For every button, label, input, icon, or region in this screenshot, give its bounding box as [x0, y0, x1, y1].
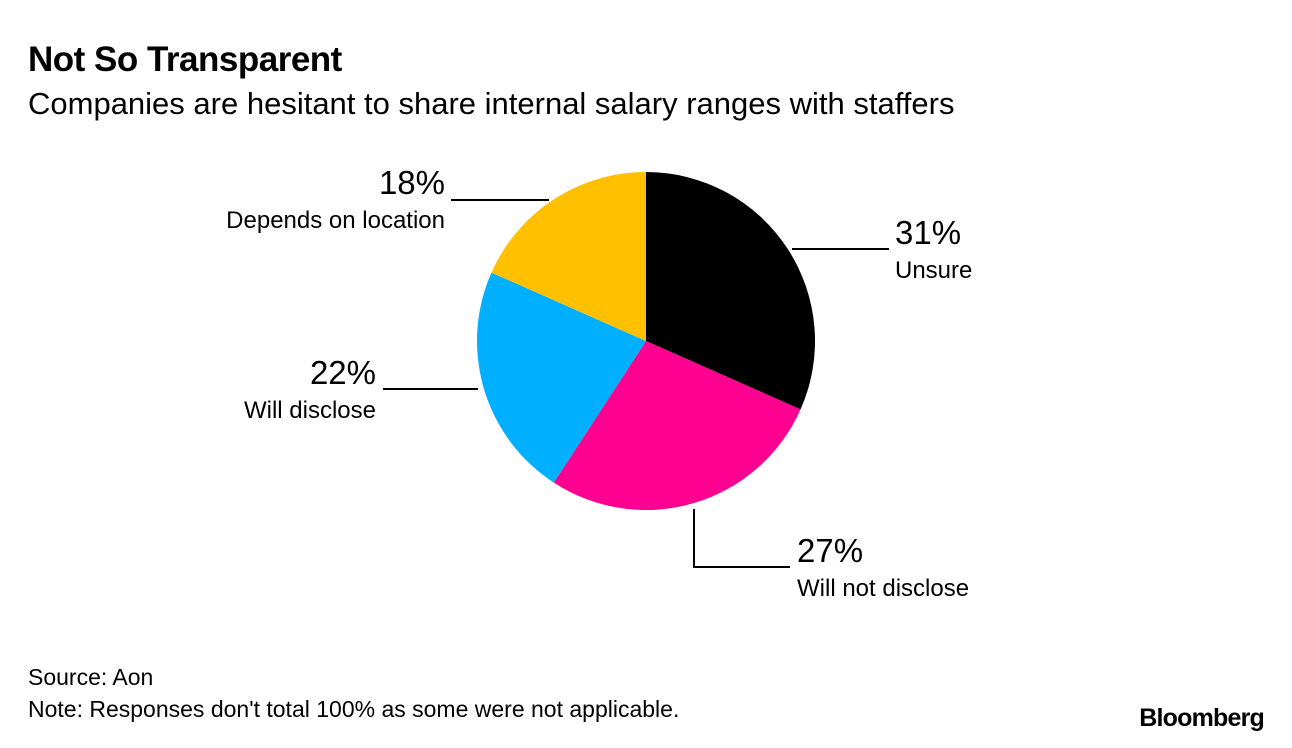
leader-line	[693, 509, 790, 568]
bloomberg-logo: Bloomberg	[1139, 704, 1265, 732]
slice-category-label: Will disclose	[244, 397, 376, 424]
slice-value-label: 18%	[379, 164, 445, 201]
slice-value-label: 22%	[310, 354, 376, 391]
slice-category-label: Will not disclose	[797, 575, 969, 602]
source-note: Source: Aon	[28, 664, 154, 690]
slice-category-label: Depends on location	[226, 207, 445, 234]
slice-category-label: Unsure	[895, 257, 972, 284]
slice-value-label: 27%	[797, 532, 863, 569]
pie-slice-depends-on-location	[491, 172, 646, 341]
chart-subtitle: Companies are hesitant to share internal…	[28, 86, 955, 121]
chart-title: Not So Transparent	[28, 40, 342, 79]
pie-slice-will-not-disclose	[553, 341, 801, 511]
pie-slice-unsure	[646, 172, 816, 410]
footnote: Note: Responses don't total 100% as some…	[28, 696, 680, 722]
slice-value-label: 31%	[895, 214, 961, 251]
pie-slice-will-disclose	[476, 272, 646, 483]
